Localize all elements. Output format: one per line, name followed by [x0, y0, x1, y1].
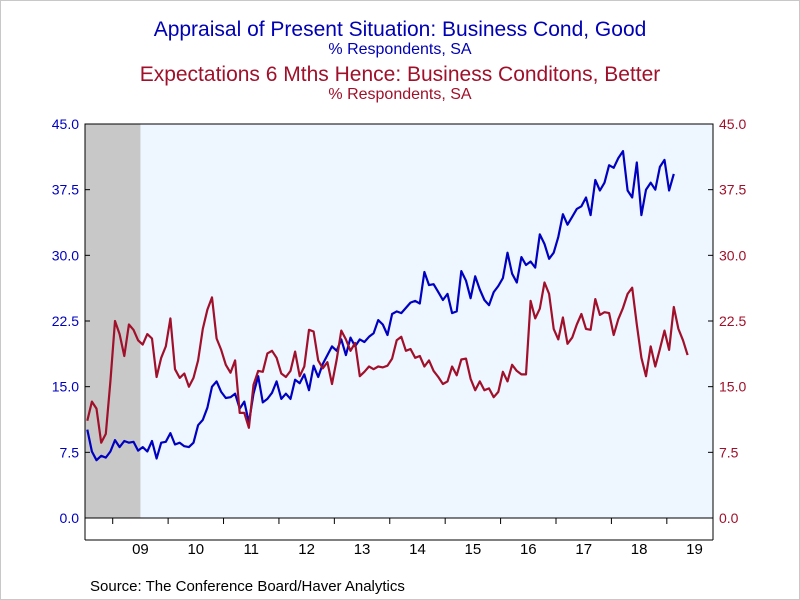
y-tick-label-left: 30.0: [52, 247, 79, 263]
y-tick-label-right: 22.5: [719, 313, 746, 329]
x-tick-label: 17: [575, 541, 592, 558]
plot-background: [85, 124, 713, 518]
x-tick-label: 12: [298, 541, 315, 558]
y-tick-label-right: 0.0: [719, 510, 739, 526]
y-tick-label-right: 15.0: [719, 379, 746, 395]
x-tick-label: 09: [132, 541, 149, 558]
x-tick-label: 19: [686, 541, 703, 558]
series-line-present-situation: [86, 150, 675, 462]
x-tick-label: 16: [520, 541, 537, 558]
x-tick-label: 14: [409, 541, 426, 558]
y-tick-label-left: 15.0: [52, 379, 79, 395]
y-tick-label-right: 45.0: [719, 116, 746, 132]
chart-title-2: Expectations 6 Mths Hence: Business Cond…: [139, 63, 661, 86]
y-tick-label-left: 0.0: [60, 510, 80, 526]
x-tick-label: 11: [243, 541, 259, 558]
x-tick-label: 13: [354, 541, 371, 558]
chart-subtitle-2: % Respondents, SA: [328, 86, 472, 103]
y-tick-label-left: 7.5: [60, 444, 80, 460]
y-tick-label-right: 37.5: [719, 182, 746, 198]
chart-title-1: Appraisal of Present Situation: Business…: [153, 18, 647, 41]
x-tick-label: 15: [465, 541, 482, 558]
chart-source: Source: The Conference Board/Haver Analy…: [90, 578, 405, 595]
chart-subtitle-1: % Respondents, SA: [328, 41, 472, 58]
y-tick-label-left: 22.5: [52, 313, 79, 329]
x-tick-label: 18: [631, 541, 648, 558]
y-tick-label-right: 7.5: [719, 444, 739, 460]
x-tick-label: 10: [187, 541, 204, 558]
recession-shading: [85, 124, 141, 518]
series-line-expectations: [86, 281, 689, 444]
y-tick-label-right: 30.0: [719, 247, 746, 263]
y-tick-label-left: 45.0: [52, 116, 79, 132]
y-tick-label-left: 37.5: [52, 182, 79, 198]
